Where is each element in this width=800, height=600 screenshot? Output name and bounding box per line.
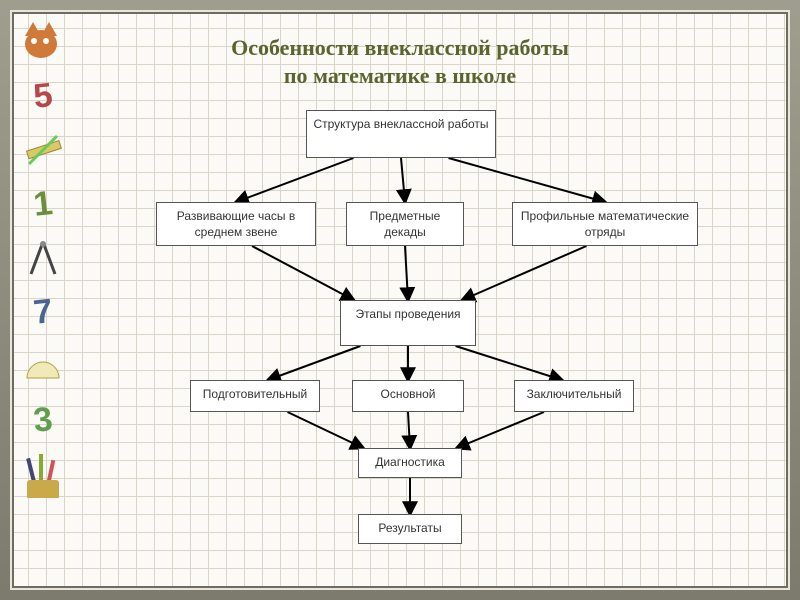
node-label: Заключительный — [527, 387, 622, 403]
deco-number-3: 3 — [21, 398, 65, 442]
node-dev-hours: Развивающие часы в среднем звене — [156, 202, 316, 246]
node-final: Заключительный — [514, 380, 634, 412]
node-results: Результаты — [358, 514, 462, 544]
slide: Особенности внеклассной работы по матема… — [0, 0, 800, 600]
node-label: Структура внеклассной работы — [313, 117, 488, 133]
node-label: Развивающие часы в среднем звене — [163, 209, 309, 240]
node-decades: Предметные декады — [346, 202, 464, 246]
node-structure: Структура внеклассной работы — [306, 110, 496, 158]
node-prep: Подготовительный — [190, 380, 320, 412]
node-label: Предметные декады — [353, 209, 457, 240]
node-label: Результаты — [378, 521, 441, 537]
cat-icon — [19, 22, 67, 62]
deco-number-5: 5 — [21, 74, 65, 118]
node-stages: Этапы проведения — [340, 300, 476, 346]
deco-number-1: 1 — [21, 182, 65, 226]
node-label: Основной — [380, 387, 435, 403]
node-profile: Профильные математические отряды — [512, 202, 698, 246]
node-label: Подготовительный — [203, 387, 308, 403]
title-line-1: Особенности внеклассной работы — [231, 35, 569, 60]
pencil-cup-icon — [19, 454, 67, 498]
node-label: Этапы проведения — [355, 307, 460, 323]
title-line-2: по математике в школе — [284, 63, 516, 88]
protractor-icon — [23, 346, 63, 386]
compass-icon — [23, 238, 63, 278]
node-label: Диагностика — [375, 455, 445, 471]
deco-number-7: 7 — [21, 290, 65, 334]
node-label: Профильные математические отряды — [519, 209, 691, 240]
decoration-strip: 5 1 7 3 — [16, 22, 70, 498]
node-main: Основной — [352, 380, 464, 412]
page-title: Особенности внеклассной работы по матема… — [10, 34, 790, 89]
ruler-icon — [23, 130, 63, 170]
node-diagnostics: Диагностика — [358, 448, 462, 478]
